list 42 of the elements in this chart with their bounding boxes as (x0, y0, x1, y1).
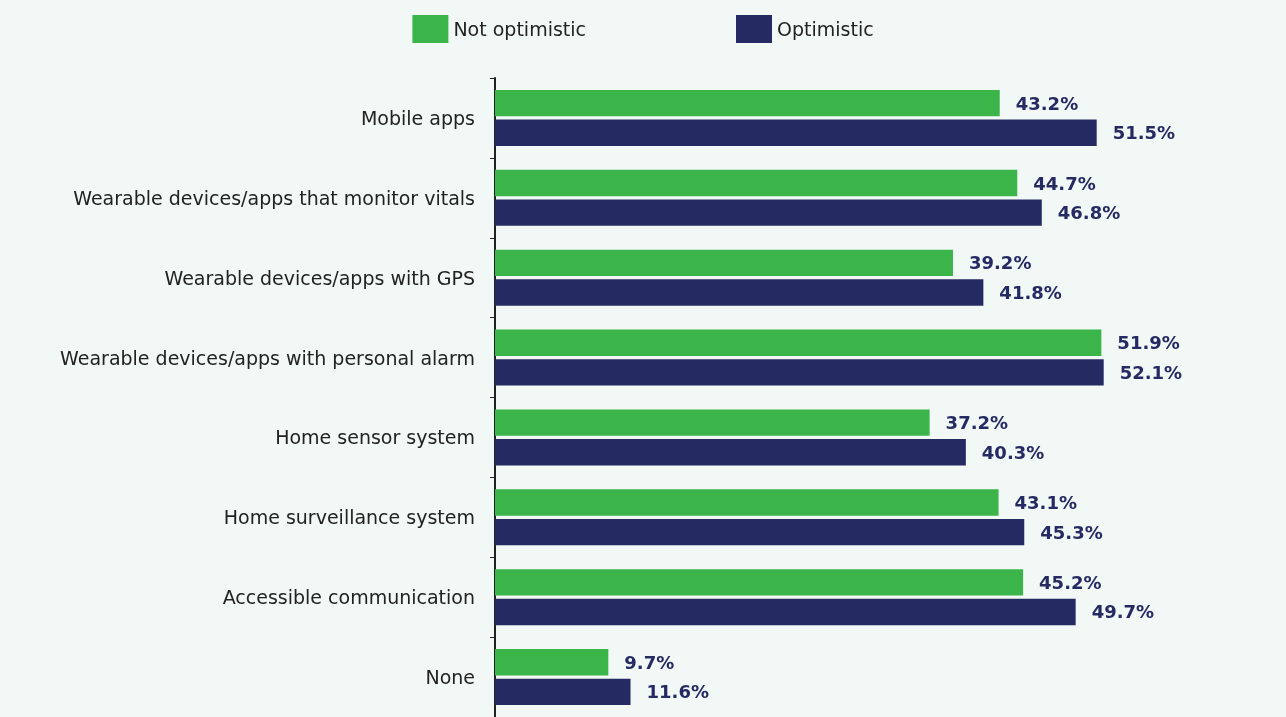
bar (495, 409, 930, 436)
data-label: 52.1% (1119, 361, 1183, 383)
data-label: 43.2% (1015, 92, 1079, 114)
data-label: 51.9% (1117, 332, 1180, 354)
bar (495, 439, 966, 466)
data-label: 11.6% (646, 681, 709, 703)
data-label: 9.7% (624, 651, 675, 673)
data-label: 49.7% (1091, 601, 1155, 623)
data-label: 46.8% (1057, 202, 1121, 224)
data-label: 37.2% (945, 412, 1009, 434)
y-tick-label: Wearable devices/apps with GPS (164, 266, 475, 289)
bar (495, 569, 1024, 596)
bar (495, 649, 609, 676)
data-label: 45.2% (1039, 571, 1102, 593)
bar (495, 329, 1102, 356)
bar (495, 169, 1018, 197)
y-tick-label: Home sensor system (275, 426, 475, 449)
legend-label: Optimistic (777, 18, 874, 40)
bar (495, 279, 984, 306)
y-tick-label: Wearable devices/apps with personal alarm (60, 346, 475, 369)
data-label: 40.3% (981, 441, 1045, 463)
data-label: 43.1% (1014, 492, 1077, 514)
y-tick-label: Home surveillance system (223, 506, 475, 529)
legend-label: Not optimistic (453, 18, 587, 40)
data-label: 45.3% (1040, 521, 1103, 543)
bar (495, 199, 1042, 226)
y-tick-label: Accessible communication (222, 586, 475, 609)
data-label: 51.5% (1112, 122, 1176, 144)
bar (495, 359, 1104, 386)
bar (495, 518, 1025, 546)
bar (495, 249, 953, 277)
bar (495, 489, 999, 516)
data-label: 41.8% (999, 281, 1062, 303)
data-label: 39.2% (968, 252, 1032, 274)
bar (495, 598, 1076, 626)
y-tick-label: None (425, 666, 475, 689)
bar (495, 678, 631, 706)
bar (495, 119, 1097, 146)
y-tick-label: Mobile apps (360, 106, 475, 129)
bar (495, 89, 1000, 117)
y-tick-label: Wearable devices/apps that monitor vitals (73, 186, 475, 209)
data-label: 44.7% (1033, 172, 1096, 194)
